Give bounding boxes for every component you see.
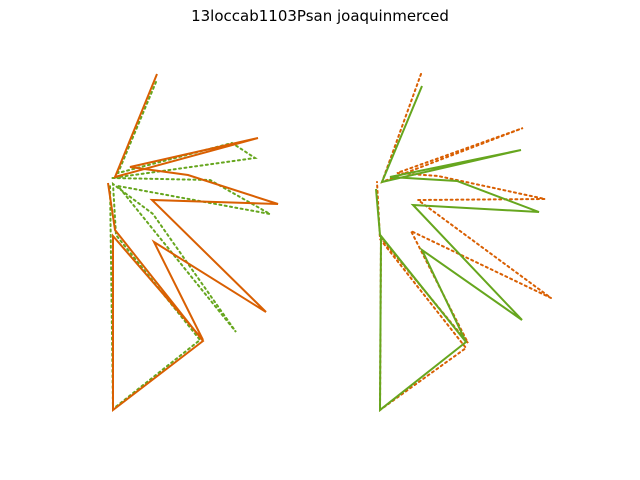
left-orange-solid-outline [107,73,279,413]
figure-title: 13loccab1103Psan joaquinmerced [191,7,449,25]
left-panel [107,73,279,413]
right-green-solid-outline [375,85,540,413]
right-orange-dotted-outline [376,73,552,412]
right-panel [375,73,552,413]
